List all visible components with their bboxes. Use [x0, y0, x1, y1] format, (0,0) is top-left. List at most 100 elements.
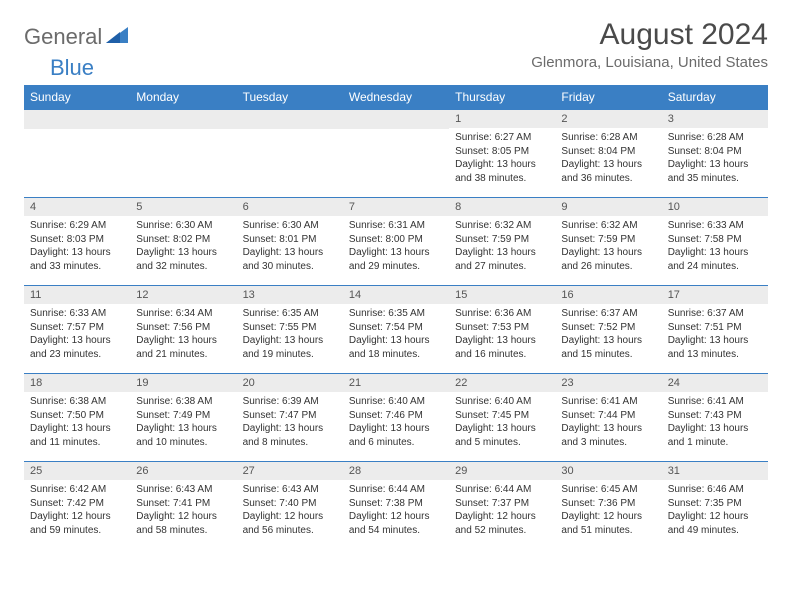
weekday-header: Wednesday [343, 85, 449, 110]
page-title: August 2024 [531, 18, 768, 52]
day-number: 7 [343, 198, 449, 216]
calendar-head: SundayMondayTuesdayWednesdayThursdayFrid… [24, 85, 768, 110]
brand-logo: General [24, 24, 136, 50]
day-number: 28 [343, 462, 449, 480]
day-number: 24 [662, 374, 768, 392]
calendar-cell: 24Sunrise: 6:41 AMSunset: 7:43 PMDayligh… [662, 374, 768, 462]
calendar-cell [24, 110, 130, 198]
day-details: Sunrise: 6:30 AMSunset: 8:02 PMDaylight:… [130, 216, 236, 277]
day-details: Sunrise: 6:41 AMSunset: 7:44 PMDaylight:… [555, 392, 661, 453]
day-number: 29 [449, 462, 555, 480]
day-details: Sunrise: 6:35 AMSunset: 7:55 PMDaylight:… [237, 304, 343, 365]
empty-daynum [24, 110, 130, 129]
day-details: Sunrise: 6:41 AMSunset: 7:43 PMDaylight:… [662, 392, 768, 453]
calendar-cell [237, 110, 343, 198]
calendar-cell: 18Sunrise: 6:38 AMSunset: 7:50 PMDayligh… [24, 374, 130, 462]
empty-daynum [343, 110, 449, 129]
calendar-cell: 21Sunrise: 6:40 AMSunset: 7:46 PMDayligh… [343, 374, 449, 462]
day-number: 1 [449, 110, 555, 128]
calendar-week-row: 1Sunrise: 6:27 AMSunset: 8:05 PMDaylight… [24, 110, 768, 198]
weekday-header: Monday [130, 85, 236, 110]
weekday-header: Tuesday [237, 85, 343, 110]
day-details: Sunrise: 6:33 AMSunset: 7:57 PMDaylight:… [24, 304, 130, 365]
calendar-cell: 26Sunrise: 6:43 AMSunset: 7:41 PMDayligh… [130, 462, 236, 550]
calendar-body: 1Sunrise: 6:27 AMSunset: 8:05 PMDaylight… [24, 110, 768, 550]
weekday-header: Thursday [449, 85, 555, 110]
calendar-cell: 27Sunrise: 6:43 AMSunset: 7:40 PMDayligh… [237, 462, 343, 550]
day-details: Sunrise: 6:44 AMSunset: 7:38 PMDaylight:… [343, 480, 449, 541]
day-details: Sunrise: 6:37 AMSunset: 7:51 PMDaylight:… [662, 304, 768, 365]
calendar-cell: 10Sunrise: 6:33 AMSunset: 7:58 PMDayligh… [662, 198, 768, 286]
day-number: 27 [237, 462, 343, 480]
day-number: 18 [24, 374, 130, 392]
calendar-table: SundayMondayTuesdayWednesdayThursdayFrid… [24, 85, 768, 550]
calendar-cell: 9Sunrise: 6:32 AMSunset: 7:59 PMDaylight… [555, 198, 661, 286]
weekday-header: Saturday [662, 85, 768, 110]
calendar-cell: 3Sunrise: 6:28 AMSunset: 8:04 PMDaylight… [662, 110, 768, 198]
day-number: 10 [662, 198, 768, 216]
day-number: 14 [343, 286, 449, 304]
day-number: 4 [24, 198, 130, 216]
day-details: Sunrise: 6:43 AMSunset: 7:40 PMDaylight:… [237, 480, 343, 541]
calendar-cell: 22Sunrise: 6:40 AMSunset: 7:45 PMDayligh… [449, 374, 555, 462]
day-number: 30 [555, 462, 661, 480]
day-number: 22 [449, 374, 555, 392]
weekday-row: SundayMondayTuesdayWednesdayThursdayFrid… [24, 85, 768, 110]
calendar-cell: 8Sunrise: 6:32 AMSunset: 7:59 PMDaylight… [449, 198, 555, 286]
title-block: August 2024 Glenmora, Louisiana, United … [531, 18, 768, 71]
day-details: Sunrise: 6:42 AMSunset: 7:42 PMDaylight:… [24, 480, 130, 541]
calendar-cell: 5Sunrise: 6:30 AMSunset: 8:02 PMDaylight… [130, 198, 236, 286]
calendar-cell: 15Sunrise: 6:36 AMSunset: 7:53 PMDayligh… [449, 286, 555, 374]
day-number: 12 [130, 286, 236, 304]
brand-text-blue: Blue [50, 55, 94, 81]
calendar-week-row: 18Sunrise: 6:38 AMSunset: 7:50 PMDayligh… [24, 374, 768, 462]
location-subtitle: Glenmora, Louisiana, United States [531, 54, 768, 71]
day-details: Sunrise: 6:44 AMSunset: 7:37 PMDaylight:… [449, 480, 555, 541]
calendar-week-row: 11Sunrise: 6:33 AMSunset: 7:57 PMDayligh… [24, 286, 768, 374]
calendar-cell: 31Sunrise: 6:46 AMSunset: 7:35 PMDayligh… [662, 462, 768, 550]
day-details: Sunrise: 6:31 AMSunset: 8:00 PMDaylight:… [343, 216, 449, 277]
day-details: Sunrise: 6:38 AMSunset: 7:50 PMDaylight:… [24, 392, 130, 453]
calendar-cell: 28Sunrise: 6:44 AMSunset: 7:38 PMDayligh… [343, 462, 449, 550]
day-number: 9 [555, 198, 661, 216]
weekday-header: Friday [555, 85, 661, 110]
brand-text-general: General [24, 24, 102, 50]
day-details: Sunrise: 6:32 AMSunset: 7:59 PMDaylight:… [449, 216, 555, 277]
day-number: 17 [662, 286, 768, 304]
calendar-cell: 12Sunrise: 6:34 AMSunset: 7:56 PMDayligh… [130, 286, 236, 374]
day-number: 13 [237, 286, 343, 304]
day-details: Sunrise: 6:40 AMSunset: 7:45 PMDaylight:… [449, 392, 555, 453]
calendar-cell: 29Sunrise: 6:44 AMSunset: 7:37 PMDayligh… [449, 462, 555, 550]
day-details: Sunrise: 6:28 AMSunset: 8:04 PMDaylight:… [662, 128, 768, 189]
empty-daynum [130, 110, 236, 129]
day-number: 5 [130, 198, 236, 216]
day-details: Sunrise: 6:32 AMSunset: 7:59 PMDaylight:… [555, 216, 661, 277]
day-details: Sunrise: 6:40 AMSunset: 7:46 PMDaylight:… [343, 392, 449, 453]
day-details: Sunrise: 6:36 AMSunset: 7:53 PMDaylight:… [449, 304, 555, 365]
calendar-cell: 25Sunrise: 6:42 AMSunset: 7:42 PMDayligh… [24, 462, 130, 550]
day-details: Sunrise: 6:35 AMSunset: 7:54 PMDaylight:… [343, 304, 449, 365]
calendar-cell: 30Sunrise: 6:45 AMSunset: 7:36 PMDayligh… [555, 462, 661, 550]
day-details: Sunrise: 6:38 AMSunset: 7:49 PMDaylight:… [130, 392, 236, 453]
calendar-cell: 14Sunrise: 6:35 AMSunset: 7:54 PMDayligh… [343, 286, 449, 374]
calendar-cell: 4Sunrise: 6:29 AMSunset: 8:03 PMDaylight… [24, 198, 130, 286]
calendar-cell [130, 110, 236, 198]
day-number: 19 [130, 374, 236, 392]
weekday-header: Sunday [24, 85, 130, 110]
day-number: 20 [237, 374, 343, 392]
day-number: 15 [449, 286, 555, 304]
calendar-cell: 23Sunrise: 6:41 AMSunset: 7:44 PMDayligh… [555, 374, 661, 462]
day-details: Sunrise: 6:43 AMSunset: 7:41 PMDaylight:… [130, 480, 236, 541]
day-number: 21 [343, 374, 449, 392]
calendar-cell: 20Sunrise: 6:39 AMSunset: 7:47 PMDayligh… [237, 374, 343, 462]
day-details: Sunrise: 6:29 AMSunset: 8:03 PMDaylight:… [24, 216, 130, 277]
day-number: 16 [555, 286, 661, 304]
day-number: 26 [130, 462, 236, 480]
day-number: 11 [24, 286, 130, 304]
day-number: 8 [449, 198, 555, 216]
calendar-cell: 6Sunrise: 6:30 AMSunset: 8:01 PMDaylight… [237, 198, 343, 286]
calendar-week-row: 25Sunrise: 6:42 AMSunset: 7:42 PMDayligh… [24, 462, 768, 550]
calendar-cell: 17Sunrise: 6:37 AMSunset: 7:51 PMDayligh… [662, 286, 768, 374]
calendar-cell: 2Sunrise: 6:28 AMSunset: 8:04 PMDaylight… [555, 110, 661, 198]
calendar-cell: 19Sunrise: 6:38 AMSunset: 7:49 PMDayligh… [130, 374, 236, 462]
